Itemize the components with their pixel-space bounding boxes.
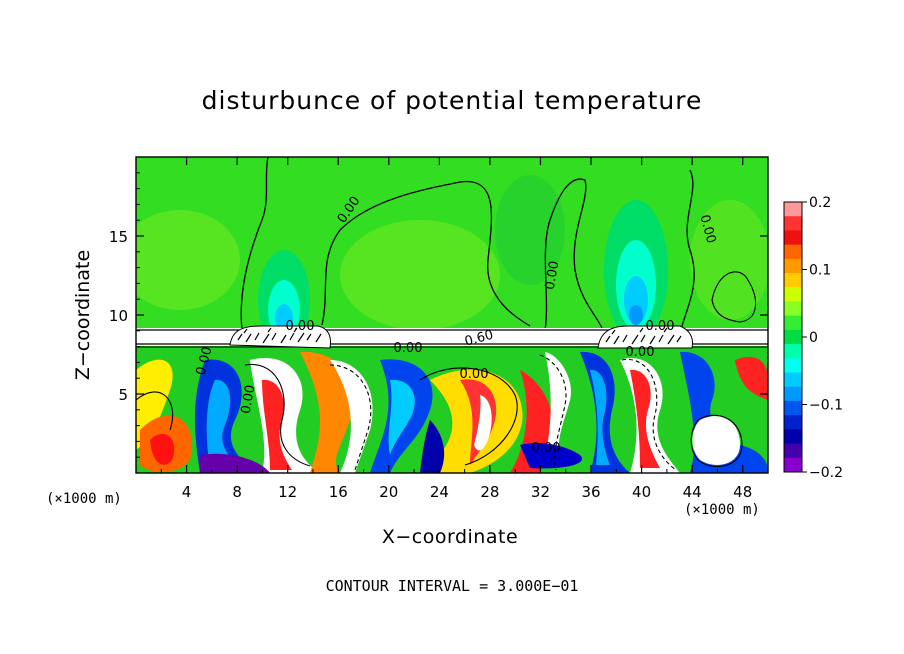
hatched-region-right [597,325,693,349]
colorbar-tick-label: 0 [809,330,818,346]
x-axis: 4 8 12 16 20 24 28 32 36 40 44 48 [160,157,752,501]
x-tick-label: 48 [733,483,752,501]
colorbar-tick-label: −0.2 [809,465,843,481]
x-tick-label: 24 [430,483,449,501]
colorbar-swatch [784,202,802,217]
x-axis-label: X−coordinate [381,526,519,548]
colorbar-swatch [784,443,802,459]
colorbar-swatch [784,315,802,331]
colorbar-tick-label: 0.1 [809,263,831,279]
chart-title: disturbunce of potential temperature [201,86,703,115]
hatched-region-left [229,325,331,349]
colorbar-swatch [784,301,802,317]
contour-label: 0.00 [286,319,315,334]
x-tick-label: 32 [531,483,550,501]
colorbar-swatch [784,415,802,430]
colorbar-swatch [784,386,802,402]
x-tick-label: 12 [278,483,297,501]
x-tick-label: 4 [182,483,192,501]
lower-field [136,346,768,473]
colorbar-swatch [784,258,802,274]
colorbar-swatch [784,230,802,246]
contour-label: 0.00 [543,260,563,291]
colorbar-swatch [784,344,802,359]
colorbar-swatch [784,358,802,374]
contour-interval-note: CONTOUR INTERVAL = 3.000E−01 [325,577,579,595]
contour-label: 0.00 [532,441,561,456]
x-tick-label: 44 [683,483,702,501]
x-tick-label: 36 [581,483,600,501]
y-axis-label: Z−coordinate [72,249,94,381]
x-tick-label: 8 [232,483,242,501]
colorbar-swatch [784,429,802,445]
y-tick-label: 15 [109,228,128,246]
contour-label: 0.00 [239,384,259,415]
colorbar-swatch [784,400,802,416]
contour-label: 0.00 [394,341,423,356]
x-unit-right: (×1000 m) [684,502,760,518]
colorbar: 0.2 0.1 0 −0.1 −0.2 [783,195,843,481]
colorbar-swatch [784,273,802,288]
colorbar-swatch [784,287,802,302]
colorbar-swatch [784,372,802,388]
contour-label: 0.60 [463,328,495,350]
contour-label: 0.00 [194,345,216,377]
x-tick-label: 28 [480,483,499,501]
upper-field [136,157,768,350]
colorbar-swatch [784,329,802,345]
x-unit-left: (×1000 m) [46,491,122,507]
x-tick-label: 16 [329,483,348,501]
colorbar-tick-label: −0.1 [809,398,843,414]
colorbar-swatch [784,244,802,260]
x-tick-label: 40 [632,483,651,501]
contour-label: 0.00 [646,319,675,334]
contour-label: 0.00 [696,213,718,245]
y-tick-label: 5 [118,386,128,404]
colorbar-swatch [784,216,802,231]
contour-label: 0.00 [460,367,489,382]
x-tick-label: 20 [379,483,398,501]
contour-labels: 0.00 0.00 0.00 0.00 0.00 0.00 0.00 0.60 0.00 0.00… [194,194,719,456]
colorbar-tick-label: 0.2 [809,195,831,211]
colorbar-swatch [784,457,802,473]
contour-label: 0.00 [626,345,655,360]
y-tick-label: 10 [109,307,128,325]
y-axis: 5 10 15 [109,172,768,458]
